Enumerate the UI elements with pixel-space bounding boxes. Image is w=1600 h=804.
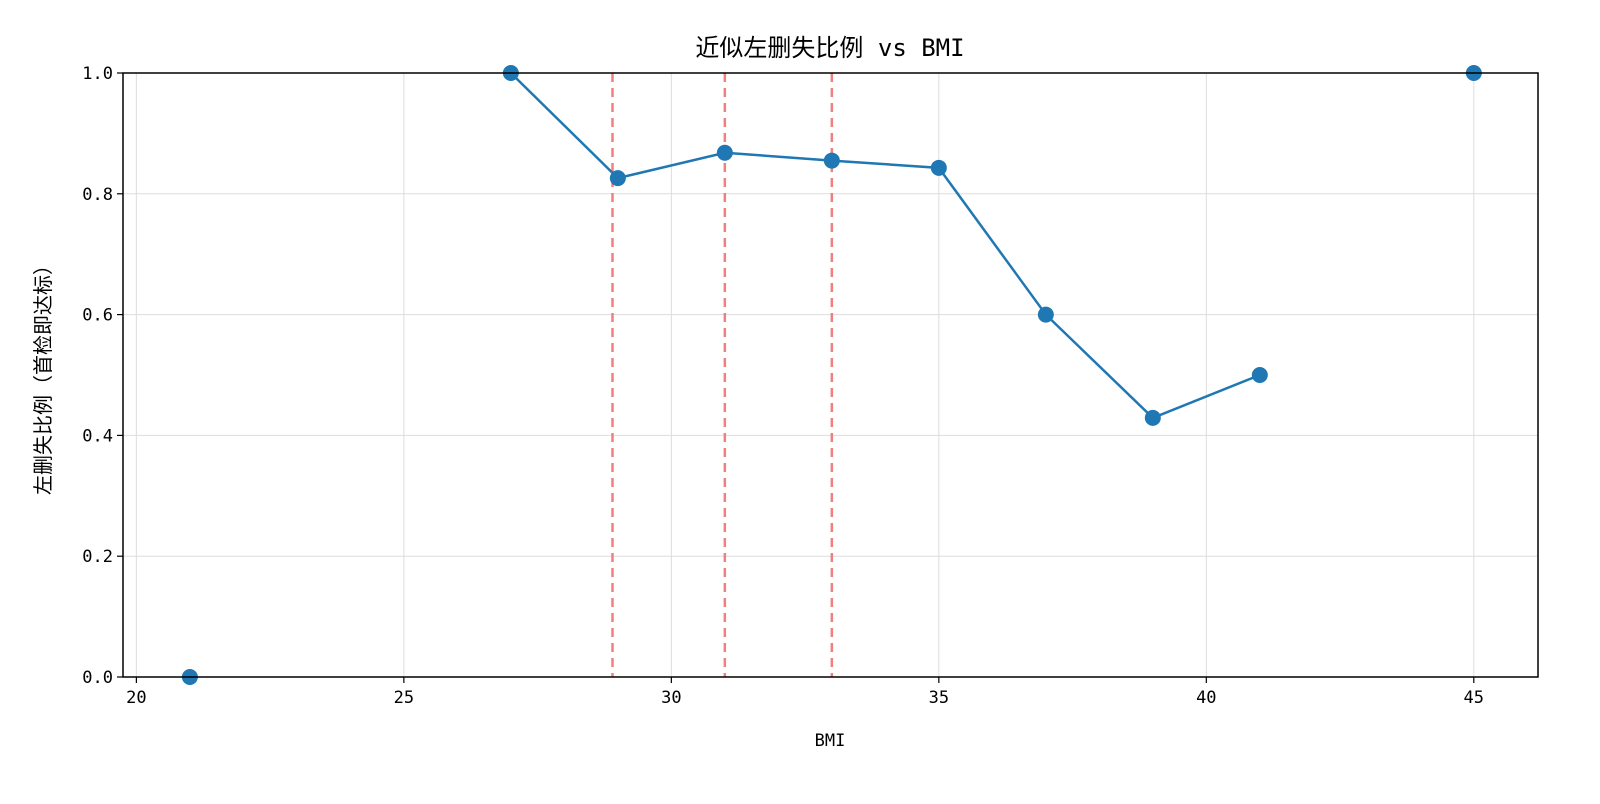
- x-axis-label: BMI: [815, 731, 846, 751]
- data-point: [716, 144, 733, 161]
- data-point: [823, 152, 840, 169]
- data-point: [1037, 306, 1054, 323]
- data-point: [930, 159, 947, 176]
- y-tick-label: 0.4: [82, 426, 113, 446]
- data-point: [1144, 409, 1161, 426]
- y-tick-label: 1.0: [82, 64, 113, 84]
- y-axis-label: 左删失比例（首检即达标）: [31, 255, 55, 495]
- x-tick-label: 45: [1464, 688, 1484, 708]
- y-tick-label: 0.2: [82, 547, 113, 567]
- y-tick-label: 0.6: [82, 306, 113, 326]
- x-tick-label: 25: [394, 688, 414, 708]
- y-tick-label: 0.0: [82, 668, 113, 688]
- x-tick-label: 35: [929, 688, 949, 708]
- data-point: [1251, 367, 1268, 383]
- x-tick-label: 30: [661, 688, 681, 708]
- x-tick-label: 40: [1196, 688, 1216, 708]
- y-tick-label: 0.8: [82, 185, 113, 205]
- x-tick-label: 20: [126, 688, 146, 708]
- data-point: [609, 170, 626, 187]
- ticks: 20 25 30 35 40 45 0.0 0.2 0.4 0.6 0.8 1.0: [82, 64, 1484, 708]
- threshold-lines: [611, 73, 834, 677]
- series-line: [509, 72, 1261, 420]
- chart-title: 近似左删失比例 vs BMI: [695, 34, 964, 62]
- plot-frame: [122, 72, 1539, 678]
